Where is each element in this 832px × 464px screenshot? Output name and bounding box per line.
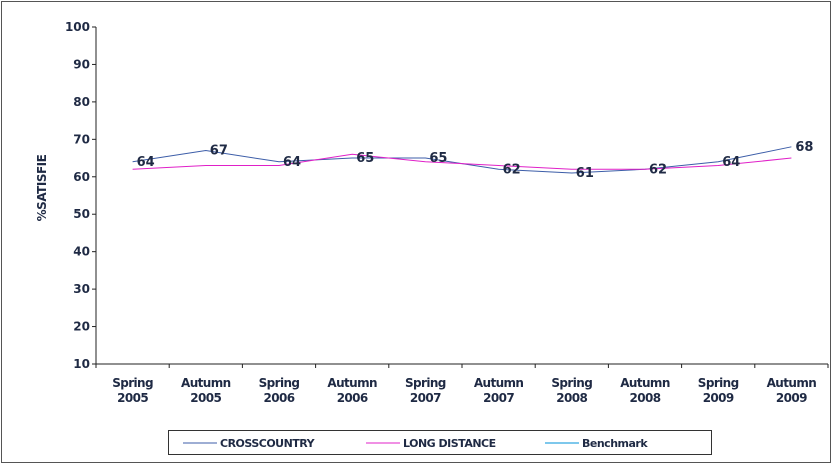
data-label: 67 xyxy=(210,144,228,159)
x-category-label: 2009 xyxy=(703,391,734,405)
x-category-label: 2008 xyxy=(630,391,661,405)
x-category-label: 2005 xyxy=(117,391,148,405)
y-tick-label: 40 xyxy=(73,245,90,259)
series-layer xyxy=(132,146,792,174)
y-tick-label: 30 xyxy=(73,282,90,296)
legend: CROSSCOUNTRY LONG DISTANCE Benchmark xyxy=(168,430,712,455)
y-tick-label: 80 xyxy=(73,95,90,109)
x-category-label: Autumn xyxy=(327,376,377,390)
y-tick-label: 50 xyxy=(73,207,90,221)
data-label: 62 xyxy=(503,162,521,177)
legend-label: CROSSCOUNTRY xyxy=(220,437,316,450)
y-axis-title: %SATISFIE xyxy=(35,154,49,221)
y-tick-label: 20 xyxy=(73,320,90,334)
data-label: 61 xyxy=(576,166,594,181)
x-category-label: 2007 xyxy=(410,391,441,405)
y-tick-label: 90 xyxy=(73,57,90,71)
legend-label: LONG DISTANCE xyxy=(403,437,496,450)
x-category-label: Autumn xyxy=(767,376,817,390)
y-tick-label: 10 xyxy=(73,357,90,371)
x-category-label: Spring xyxy=(259,376,300,390)
legend-label: Benchmark xyxy=(582,437,648,450)
data-label: 64 xyxy=(722,155,740,170)
y-tick-label: 100 xyxy=(65,20,90,34)
y-tick-label: 70 xyxy=(73,132,90,146)
data-label: 68 xyxy=(795,140,813,155)
x-category-label: Autumn xyxy=(620,376,670,390)
x-category-label: Spring xyxy=(698,376,739,390)
x-category-label: 2006 xyxy=(264,391,295,405)
x-category-label: Spring xyxy=(112,376,153,390)
y-tick-label: 60 xyxy=(73,170,90,184)
x-category-label: 2007 xyxy=(483,391,514,405)
axes-layer: 102030405060708090100Spring2005Autumn200… xyxy=(65,20,829,405)
x-category-label: Spring xyxy=(551,376,592,390)
data-label: 65 xyxy=(356,151,374,166)
data-label: 65 xyxy=(429,151,447,166)
data-label: 62 xyxy=(649,162,667,177)
data-label-layer: 64 67 64 65 65 62 61 62 64 68 xyxy=(137,140,814,181)
x-category-label: Spring xyxy=(405,376,446,390)
data-label: 64 xyxy=(283,155,301,170)
x-category-label: 2009 xyxy=(776,391,807,405)
x-category-label: 2006 xyxy=(337,391,368,405)
x-category-label: Autumn xyxy=(181,376,231,390)
x-category-label: 2008 xyxy=(556,391,587,405)
data-label: 64 xyxy=(137,155,155,170)
series-line-long-distance xyxy=(132,153,792,170)
x-category-label: 2005 xyxy=(190,391,221,405)
legend-box xyxy=(168,430,712,455)
x-category-label: Autumn xyxy=(474,376,524,390)
